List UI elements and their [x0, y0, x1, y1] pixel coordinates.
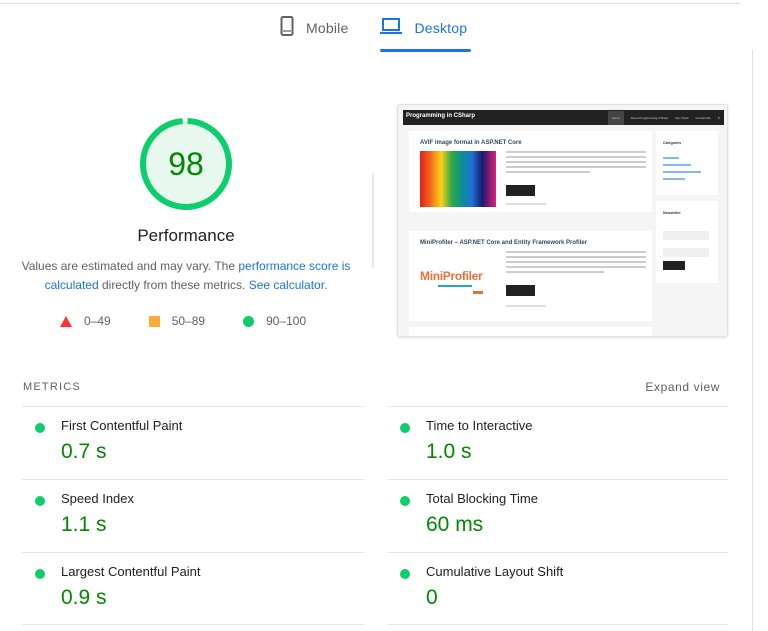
pass-circle-icon — [400, 569, 410, 579]
screenshot-nav-item: Home — [607, 110, 624, 125]
vertical-divider — [372, 173, 374, 268]
screenshot-post-1: AVIF image format in ASP.NET Core — [409, 131, 652, 212]
metrics-divider — [387, 552, 728, 553]
screenshot-rainbow-image — [420, 151, 496, 207]
metric-speed-index: Speed Index 1.1 s — [22, 480, 362, 552]
pass-circle-icon — [35, 569, 45, 579]
screenshot-post-2: MiniProfiler – ASP.NET Core and Entity F… — [409, 231, 652, 321]
pass-circle-icon — [35, 423, 45, 433]
tab-desktop[interactable]: Desktop — [380, 14, 472, 52]
legend-pass: 90–100 — [243, 314, 306, 328]
legend-pass-range: 90–100 — [266, 314, 307, 328]
metrics-divider — [22, 552, 365, 553]
screenshot-read-more — [506, 285, 535, 296]
score-category-title: Performance — [137, 226, 235, 245]
screenshot-post-excerpt — [506, 251, 646, 276]
metric-total-blocking-time: Total Blocking Time 60 ms — [387, 480, 727, 552]
screenshot-post-meta — [506, 203, 546, 205]
screenshot-miniprofiler-image: MiniProfiler — [420, 249, 496, 309]
desktop-laptop-icon — [380, 17, 403, 40]
metrics-divider — [22, 479, 365, 480]
screenshot-site-title: Programming in CSharp — [406, 113, 476, 119]
top-divider — [0, 3, 740, 4]
description-text-2: directly from these metrics. — [98, 278, 249, 292]
metric-time-to-interactive: Time to Interactive 1.0 s — [387, 407, 727, 479]
metric-label: Cumulative Layout Shift — [426, 564, 564, 579]
screenshot-nav-item: Dev Tools — [675, 115, 689, 120]
score-legend: 0–49 50–89 90–100 — [60, 314, 344, 328]
tab-mobile-label: Mobile — [306, 20, 349, 36]
description-text: Values are estimated and may vary. The — [21, 259, 239, 273]
metric-largest-contentful-paint: Largest Contentful Paint 0.9 s — [22, 553, 362, 625]
metrics-divider — [387, 406, 728, 407]
mobile-phone-icon — [280, 15, 294, 41]
legend-average: 50–89 — [148, 314, 206, 328]
metric-label: Time to Interactive — [426, 418, 533, 433]
metric-value: 0.9 s — [61, 586, 107, 609]
metrics-divider — [22, 406, 365, 407]
metric-value: 60 ms — [426, 513, 484, 536]
screenshot-categories-heading: Categories — [663, 141, 682, 145]
orange-square-icon — [148, 315, 160, 327]
screenshot-post-excerpt — [506, 151, 646, 176]
screenshot-categories-widget: Categories — [656, 131, 718, 195]
screenshot-nav-item: About Programming CSharp — [630, 115, 669, 120]
scrollbar-track[interactable] — [752, 50, 753, 631]
metric-label: First Contentful Paint — [61, 418, 183, 433]
metrics-heading: METRICS — [23, 381, 81, 393]
score-description: Values are estimated and may vary. The p… — [16, 257, 356, 295]
screenshot-menu: Home About Programming CSharp Dev Tools … — [607, 110, 720, 125]
final-screenshot[interactable]: Programming in CSharp Home About Program… — [397, 104, 728, 337]
score-value: 98 — [168, 146, 204, 182]
metric-label: Speed Index — [61, 491, 135, 506]
screenshot-nav-item: Contact Me — [695, 115, 711, 120]
device-tabs: Mobile Desktop — [280, 14, 472, 52]
screenshot-signup-button — [663, 261, 685, 270]
red-triangle-icon — [60, 315, 72, 327]
green-circle-icon — [243, 315, 255, 327]
legend-fail: 0–49 — [60, 314, 111, 328]
miniprofiler-logo-text: MiniProfiler — [420, 269, 483, 283]
pass-circle-icon — [35, 496, 45, 506]
score-ring-icon — [140, 118, 232, 210]
performance-score-link[interactable]: performance score is calculated — [44, 259, 351, 292]
metrics-divider — [387, 624, 728, 625]
metric-value: 0.7 s — [61, 440, 107, 463]
tab-desktop-label: Desktop — [414, 20, 468, 36]
pass-circle-icon — [400, 496, 410, 506]
active-tab-indicator — [380, 49, 472, 52]
metric-first-contentful-paint: First Contentful Paint 0.7 s — [22, 407, 362, 479]
metric-label: Total Blocking Time — [426, 491, 538, 506]
metric-label: Largest Contentful Paint — [61, 564, 201, 579]
expand-view-toggle[interactable]: Expand view — [645, 380, 720, 394]
screenshot-newsletter-heading: Newsletter — [663, 211, 681, 215]
screenshot-post-title: MiniProfiler – ASP.NET Core and Entity F… — [420, 240, 588, 246]
metrics-divider — [387, 479, 728, 480]
screenshot-newsletter-widget: Newsletter — [656, 201, 718, 283]
screenshot-post-meta — [506, 305, 546, 307]
metric-value: 1.1 s — [61, 513, 107, 536]
metric-value: 0 — [426, 586, 438, 609]
screenshot-search-icon: ⚲ — [717, 115, 720, 120]
metric-cumulative-layout-shift: Cumulative Layout Shift 0 — [387, 553, 727, 625]
screenshot-read-more — [506, 185, 535, 196]
metrics-divider — [22, 624, 365, 625]
tab-mobile[interactable]: Mobile — [280, 14, 348, 42]
see-calculator-link[interactable]: See calculator. — [248, 278, 328, 292]
screenshot-post-3 — [409, 327, 652, 336]
metric-value: 1.0 s — [426, 440, 472, 463]
legend-average-range: 50–89 — [171, 314, 206, 328]
screenshot-navbar: Programming in CSharp Home About Program… — [403, 110, 724, 125]
performance-score-gauge[interactable]: 98 — [138, 116, 234, 212]
pass-circle-icon — [400, 423, 410, 433]
legend-fail-range: 0–49 — [84, 314, 111, 328]
screenshot-post-title: AVIF image format in ASP.NET Core — [420, 140, 522, 146]
